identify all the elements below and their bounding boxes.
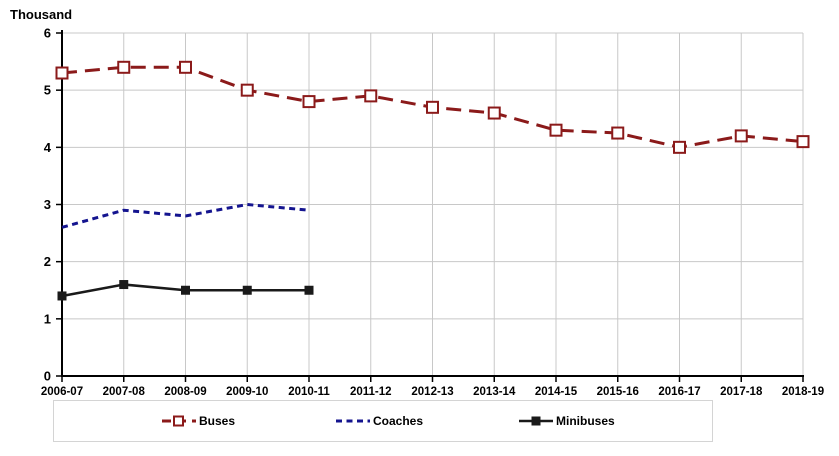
data-point-buses	[117, 60, 131, 74]
data-point-buses	[673, 140, 686, 154]
data-point-buses	[240, 83, 254, 97]
data-point-minibuses	[181, 285, 190, 295]
x-axis-tick-label: 2014-15	[535, 386, 578, 398]
data-point-minibuses	[119, 280, 129, 290]
minibuses-line-marker-icon	[519, 414, 553, 428]
legend-label-coaches: Coaches	[373, 414, 424, 428]
x-axis-tick-label: 2013-14	[473, 386, 516, 398]
y-axis-tick-label: 2	[44, 254, 51, 269]
buses-line-marker-icon	[162, 414, 196, 428]
data-point-buses	[302, 95, 316, 109]
x-axis-tick-label: 2010-11	[288, 386, 330, 398]
data-point-buses	[179, 60, 192, 74]
y-axis-unit-label: Thousand	[10, 7, 73, 22]
x-axis-tick-label: 2006-07	[41, 386, 83, 398]
x-axis-tick-label: 2017-18	[720, 386, 763, 398]
legend-item-coaches: Coaches	[336, 401, 423, 441]
x-axis-tick-label: 2015-16	[597, 386, 639, 398]
x-axis-tick-label: 2016-17	[658, 386, 700, 398]
y-axis-tick-label: 1	[44, 311, 51, 326]
x-axis-tick-label: 2012-13	[411, 386, 453, 398]
y-axis-tick-label: 0	[44, 369, 51, 384]
data-point-minibuses	[242, 285, 252, 295]
legend: Buses Coaches Minibuses	[53, 400, 713, 442]
data-point-buses	[487, 106, 501, 120]
data-point-buses	[364, 89, 378, 103]
data-point-buses	[734, 129, 748, 143]
y-axis-tick-label: 5	[44, 83, 51, 98]
y-axis-tick-label: 4	[44, 140, 52, 155]
legend-label-buses: Buses	[199, 414, 236, 428]
x-axis-tick-label: 2008-09	[164, 386, 206, 398]
y-axis-tick-label: 3	[44, 197, 51, 212]
x-axis-tick-label: 2018-19	[782, 386, 824, 398]
coaches-line-marker-icon	[336, 414, 370, 428]
data-point-buses	[796, 135, 810, 149]
legend-label-minibuses: Minibuses	[556, 414, 615, 428]
x-axis-tick-label: 2007-08	[103, 386, 146, 398]
data-point-buses	[55, 66, 69, 80]
data-point-minibuses	[57, 291, 67, 301]
series-line-coaches	[61, 202, 310, 229]
data-point-minibuses	[304, 285, 314, 295]
x-axis-tick-label: 2011-12	[350, 386, 392, 398]
legend-item-buses: Buses	[162, 401, 235, 441]
x-axis-tick-label: 2009-10	[226, 386, 268, 398]
data-point-buses	[549, 123, 563, 137]
data-point-buses	[426, 100, 439, 114]
legend-item-minibuses: Minibuses	[519, 401, 615, 441]
y-axis-tick-label: 6	[44, 26, 51, 41]
data-point-buses	[611, 126, 625, 140]
